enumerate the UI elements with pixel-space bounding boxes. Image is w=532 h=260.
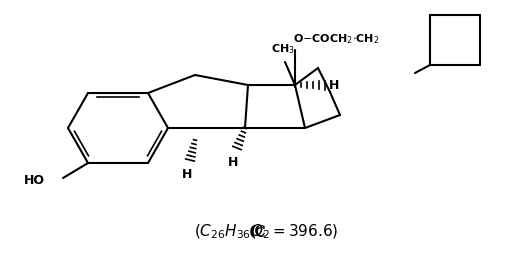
Text: H: H <box>182 168 192 181</box>
Text: CH$_3$: CH$_3$ <box>271 42 295 56</box>
Text: $(C_{26}H_{36}O_2 = 396.6)$: $(C_{26}H_{36}O_2 = 396.6)$ <box>194 222 338 240</box>
Text: H: H <box>228 156 238 169</box>
Text: O$-$COCH$_2$$\cdot$CH$_2$: O$-$COCH$_2$$\cdot$CH$_2$ <box>293 32 379 46</box>
Text: (C: (C <box>251 225 266 239</box>
Text: H: H <box>329 79 339 92</box>
Text: HO: HO <box>24 174 45 187</box>
Text: (C: (C <box>248 225 266 239</box>
